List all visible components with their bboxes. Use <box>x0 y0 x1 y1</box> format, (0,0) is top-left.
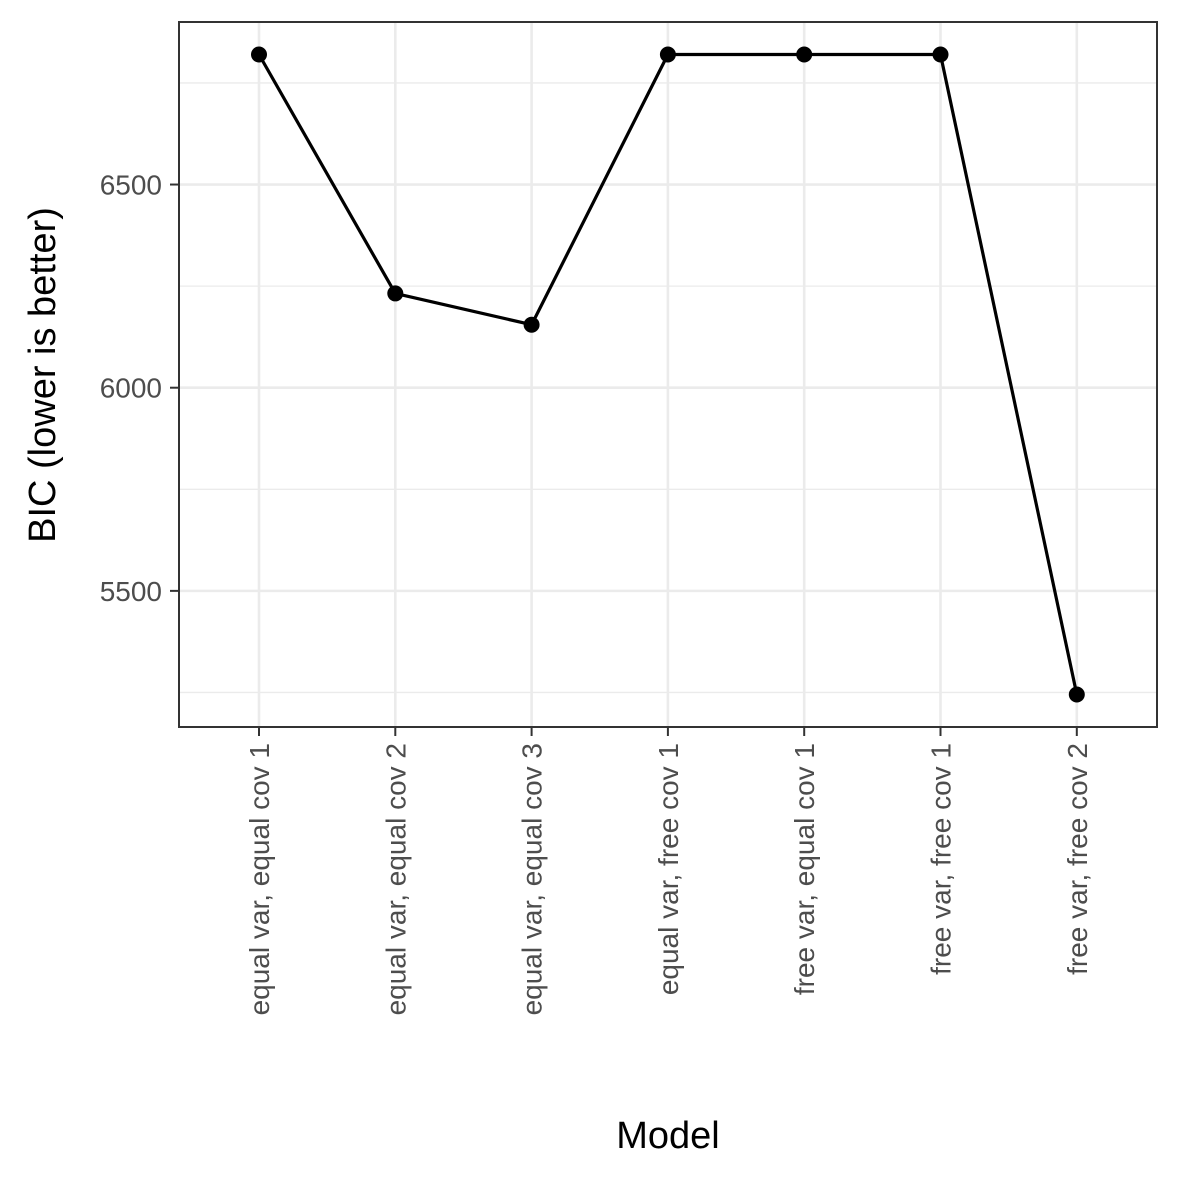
data-point-3 <box>659 46 676 63</box>
y-tick-label-0: 5500 <box>100 576 162 607</box>
x-tick-label-2: equal var, equal cov 3 <box>517 743 548 1015</box>
data-point-6 <box>1068 686 1085 703</box>
y-axis-title: BIC (lower is better) <box>22 207 64 543</box>
data-point-4 <box>796 46 813 63</box>
x-tick-label-5: free var, free cov 1 <box>926 743 957 975</box>
data-point-2 <box>523 316 540 333</box>
data-point-0 <box>251 46 267 63</box>
y-tick-label-1: 6000 <box>100 373 162 404</box>
x-tick-label-1: equal var, equal cov 2 <box>380 743 411 1015</box>
x-tick-label-0: equal var, equal cov 1 <box>244 743 275 1015</box>
data-point-1 <box>387 285 404 302</box>
x-axis-title: Model <box>616 1115 720 1157</box>
x-tick-label-3: equal var, free cov 1 <box>653 743 684 995</box>
data-point-5 <box>932 46 949 63</box>
y-tick-label-2: 6500 <box>100 170 162 201</box>
x-tick-label-6: free var, free cov 2 <box>1062 743 1093 975</box>
x-tick-label-4: free var, equal cov 1 <box>789 743 820 995</box>
point-layer <box>251 46 1085 703</box>
grid-layer <box>179 22 1157 727</box>
axis-layer: 5500 6000 6500 equal var, equal cov 1 equal … <box>100 170 1093 1016</box>
